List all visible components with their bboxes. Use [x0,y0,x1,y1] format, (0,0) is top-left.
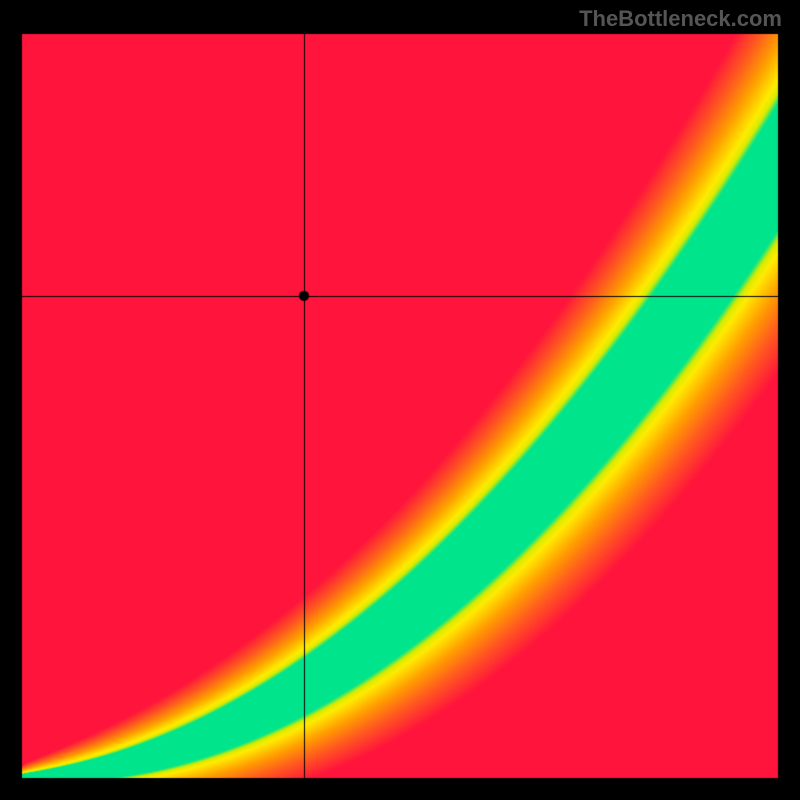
watermark-text: TheBottleneck.com [579,6,782,32]
chart-container: TheBottleneck.com [0,0,800,800]
heatmap-canvas [0,0,800,800]
